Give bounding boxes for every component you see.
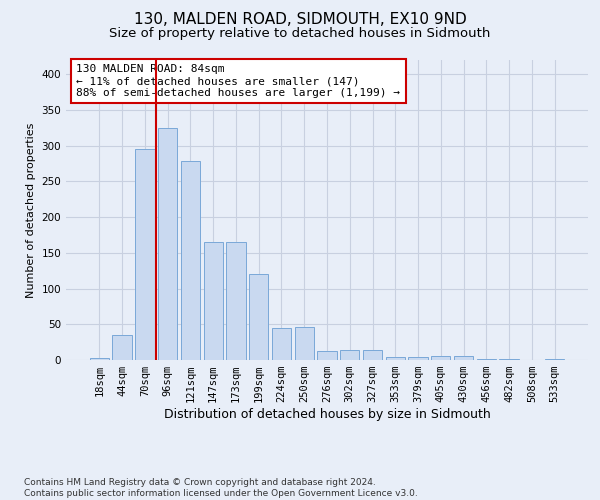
Bar	[454, 356, 473, 360]
Bar	[409, 357, 428, 360]
Text: 130 MALDEN ROAD: 84sqm
← 11% of detached houses are smaller (147)
88% of semi-de: 130 MALDEN ROAD: 84sqm ← 11% of detached…	[76, 64, 400, 98]
Bar	[90, 358, 109, 360]
Bar	[112, 335, 132, 360]
Bar	[203, 242, 223, 360]
Bar	[181, 162, 200, 360]
Bar	[158, 128, 178, 360]
Bar	[317, 350, 337, 360]
Text: Contains HM Land Registry data © Crown copyright and database right 2024.
Contai: Contains HM Land Registry data © Crown c…	[24, 478, 418, 498]
Text: Size of property relative to detached houses in Sidmouth: Size of property relative to detached ho…	[109, 28, 491, 40]
X-axis label: Distribution of detached houses by size in Sidmouth: Distribution of detached houses by size …	[164, 408, 490, 421]
Bar	[340, 350, 359, 360]
Y-axis label: Number of detached properties: Number of detached properties	[26, 122, 36, 298]
Bar	[295, 327, 314, 360]
Bar	[249, 274, 268, 360]
Bar	[476, 358, 496, 360]
Bar	[135, 150, 155, 360]
Bar	[226, 242, 245, 360]
Bar	[386, 357, 405, 360]
Text: 130, MALDEN ROAD, SIDMOUTH, EX10 9ND: 130, MALDEN ROAD, SIDMOUTH, EX10 9ND	[134, 12, 466, 28]
Bar	[272, 328, 291, 360]
Bar	[431, 356, 451, 360]
Bar	[363, 350, 382, 360]
